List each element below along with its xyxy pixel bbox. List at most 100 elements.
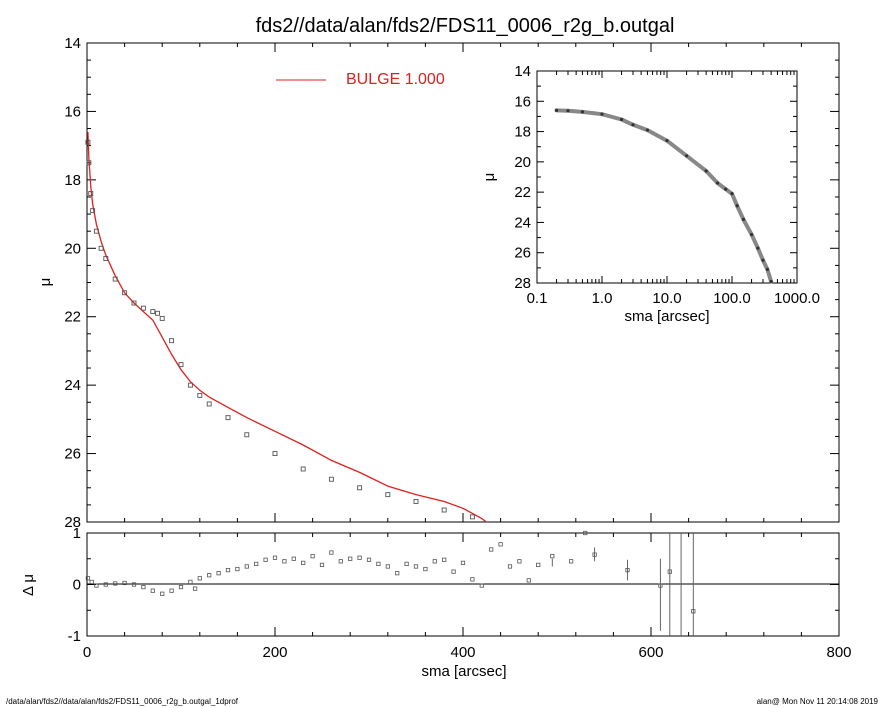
residual-x-axis-label: sma [arcsec]: [421, 663, 506, 680]
residual-data-point: [235, 566, 240, 572]
residual-data-point: [103, 582, 108, 587]
residual-x-tick-label: 600: [638, 644, 663, 661]
inset-data-point: [749, 232, 754, 237]
residual-data-point: [526, 578, 531, 583]
inset-y-tick-label: 20: [514, 154, 531, 171]
residual-data-point: [160, 591, 165, 596]
inset-data-point: [665, 139, 669, 143]
profile-data-point: [98, 245, 104, 251]
inset-data-point: [730, 192, 734, 196]
profile-data-point: [150, 309, 156, 315]
residual-x-tick-label: 200: [262, 644, 287, 661]
residual-data-point: [507, 564, 513, 569]
main-y-tick-label: 16: [64, 103, 81, 120]
residual-data-point: [592, 552, 597, 557]
residual-data-point: [225, 567, 231, 573]
residual-data-point: [319, 562, 325, 568]
profile-data-point: [93, 228, 99, 234]
residual-data-point: [272, 555, 278, 560]
inset-profile-band: [554, 108, 774, 284]
profile-data-point: [131, 300, 137, 306]
profile-data-point: [103, 256, 109, 261]
inset-data-point: [765, 267, 769, 271]
inset-data-point: [645, 128, 650, 132]
residual-data-point: [94, 583, 99, 588]
main-y-axis-label: μ: [37, 278, 54, 287]
residual-data-point: [150, 588, 155, 593]
profile-data-point: [169, 338, 175, 344]
residual-data-point: [385, 564, 390, 569]
inset-data-point: [554, 108, 559, 112]
legend-label: BULGE 1.000: [346, 71, 445, 88]
inset-x-tick-label: 100.0: [713, 290, 751, 307]
inset-panel: 14 16 18 20 22 24 26 280.1 1.0 10.0 100.0 1000.0 sm…: [481, 63, 820, 325]
profile-data-point: [197, 392, 203, 398]
residual-x-tick-label: 400: [450, 644, 475, 661]
chart-title: fds2//data/alan/fds2/FDS11_0006_r2g_b.ou…: [256, 15, 675, 37]
inset-data-point: [566, 109, 570, 113]
profile-data-point: [328, 476, 334, 482]
residual-data-point: [442, 557, 447, 562]
profile-data-point: [357, 485, 363, 491]
residual-data-point: [141, 584, 146, 590]
inset-y-tick-label: 24: [514, 214, 531, 231]
residual-data-point: [263, 557, 268, 562]
residual-data-point: [625, 567, 630, 573]
inset-data-point: [684, 154, 689, 158]
residual-data-point: [131, 582, 137, 587]
residual-data-point: [188, 579, 193, 585]
inset-x-tick-label: 1000.0: [774, 290, 820, 307]
inset-y-axis-label: μ: [481, 173, 498, 182]
footer-file-path: /data/alan/fds2//data/alan/fds2/FDS11_00…: [6, 697, 239, 706]
residual-data-point: [291, 556, 296, 561]
inset-data-series: [554, 108, 774, 284]
inset-data-point: [619, 117, 624, 122]
residual-data-point: [667, 569, 672, 574]
residual-data-point: [691, 609, 696, 614]
inset-plot-frame: [536, 70, 798, 284]
bulge-model-line: [87, 131, 487, 523]
residual-y-tick-label: 0: [73, 577, 81, 594]
inset-x-axis-label: sma [arcsec]: [624, 308, 709, 325]
residual-data-point: [395, 571, 400, 576]
main-y-tick-label: 28: [64, 514, 81, 531]
profile-data-point: [140, 305, 146, 311]
residual-data-point: [432, 559, 437, 564]
profile-data-point: [85, 139, 91, 145]
main-model-series: [87, 131, 487, 523]
profile-data-point: [385, 492, 391, 498]
residual-x-tick-label: 800: [826, 644, 851, 661]
residual-data-point: [89, 579, 94, 585]
profile-data-point: [86, 160, 92, 166]
main-y-tick-label: 26: [64, 446, 81, 463]
inset-data-point: [724, 187, 728, 191]
inset-y-tick-label: 26: [514, 245, 531, 262]
inset-x-tick-label: 1.0: [592, 290, 613, 307]
residual-data-point: [517, 559, 522, 564]
residual-data-point: [122, 580, 127, 586]
profile-data-point: [90, 208, 96, 214]
profile-data-point: [159, 315, 165, 321]
inset-data-point: [761, 258, 765, 262]
inset-y-tick-label: 18: [514, 124, 531, 141]
residual-y-tick-label: -1: [68, 628, 81, 645]
profile-data-point: [272, 451, 278, 457]
inset-data-point: [715, 181, 720, 185]
main-y-tick-label: 18: [64, 172, 81, 189]
profile-data-point: [178, 362, 184, 368]
residual-data-point: [254, 561, 259, 567]
inset-y-tick-label: 16: [514, 93, 531, 110]
residual-data-point: [550, 554, 555, 559]
residual-data-point: [357, 555, 362, 560]
main-profile-panel: 14 16 18 20 22 24 26 28 BULGE 1.000 μ: [37, 35, 840, 531]
main-ticks: 14 16 18 20 22 24 26 28: [64, 35, 840, 531]
profile-data-point: [300, 466, 306, 472]
profile-data-point: [244, 432, 250, 438]
inset-y-tick-label: 22: [514, 184, 531, 201]
inset-y-tick-label: 28: [514, 275, 531, 292]
residual-y-axis-label: Δ μ: [20, 574, 37, 596]
residual-data-point: [498, 542, 503, 547]
profile-data-point: [206, 401, 212, 407]
inset-data-point: [769, 279, 773, 284]
